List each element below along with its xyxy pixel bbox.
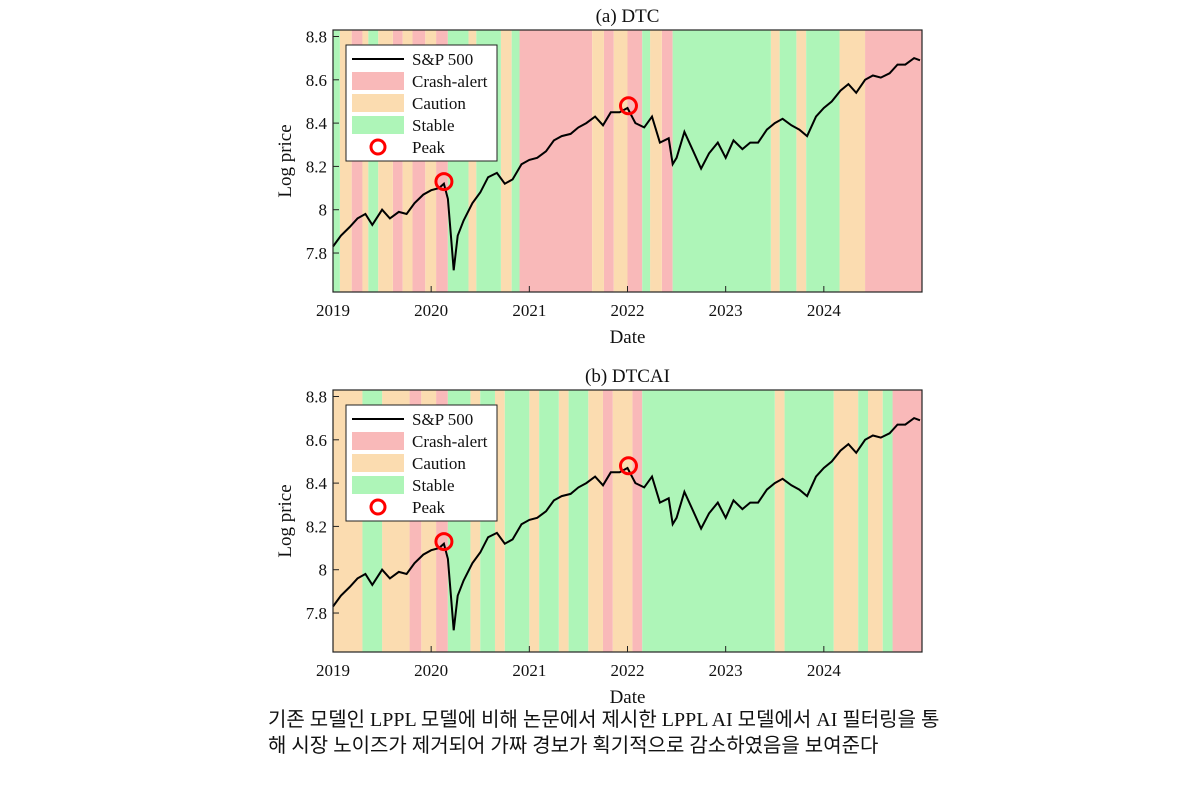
- legend-label: Stable: [412, 476, 455, 495]
- state-band: [839, 30, 866, 292]
- legend-swatch: [352, 116, 404, 134]
- chart-title: (a) DTC: [596, 6, 660, 27]
- x-tick-label: 2022: [611, 661, 645, 680]
- state-band: [779, 30, 797, 292]
- state-band: [650, 30, 662, 292]
- x-tick-label: 2022: [611, 301, 645, 320]
- state-band: [494, 390, 505, 652]
- x-tick-label: 2024: [807, 301, 842, 320]
- state-band: [882, 390, 893, 652]
- state-band: [833, 390, 859, 652]
- legend-marker: [369, 498, 387, 516]
- legend-label: Peak: [412, 498, 446, 517]
- legend-swatch: [352, 94, 404, 112]
- x-tick-label: 2019: [316, 301, 350, 320]
- chart-title: (b) DTCAI: [585, 366, 670, 387]
- x-tick-label: 2020: [414, 661, 448, 680]
- state-band: [892, 390, 922, 652]
- y-tick-label: 8.2: [306, 517, 327, 536]
- y-tick-label: 8: [319, 561, 328, 580]
- state-band: [511, 30, 520, 292]
- y-tick-label: 7.8: [306, 604, 327, 623]
- state-band: [539, 390, 559, 652]
- state-band: [592, 30, 604, 292]
- legend-label: Stable: [412, 116, 455, 135]
- state-band: [519, 30, 593, 292]
- state-band: [603, 30, 614, 292]
- y-tick-label: 8.8: [306, 27, 327, 46]
- x-tick-label: 2021: [512, 661, 546, 680]
- legend-label: Caution: [412, 94, 466, 113]
- state-band: [568, 390, 589, 652]
- x-tick-label: 2024: [807, 661, 842, 680]
- legend-label: Crash-alert: [412, 432, 488, 451]
- y-tick-label: 8.4: [306, 474, 328, 493]
- legend-swatch: [352, 72, 404, 90]
- state-band: [602, 390, 613, 652]
- caption: 기존 모델인 LPPL 모델에 비해 논문에서 제시한 LPPL AI 모델에서…: [268, 709, 940, 757]
- y-axis-label: Log price: [275, 484, 296, 557]
- x-tick-label: 2023: [709, 301, 743, 320]
- peak-marker: [618, 456, 638, 476]
- legend-marker: [369, 138, 387, 156]
- state-band: [333, 30, 340, 292]
- x-axis-label: Date: [610, 327, 646, 348]
- state-band: [612, 390, 633, 652]
- state-band: [661, 30, 673, 292]
- state-band: [500, 30, 512, 292]
- legend-label: Crash-alert: [412, 72, 488, 91]
- y-tick-label: 8.6: [306, 431, 327, 450]
- state-band: [613, 30, 628, 292]
- state-band: [672, 30, 771, 292]
- legend-label: Caution: [412, 454, 466, 473]
- x-tick-label: 2020: [414, 301, 448, 320]
- legend-label: Peak: [412, 138, 446, 157]
- legend-label: S&P 500: [412, 410, 473, 429]
- x-tick-label: 2021: [512, 301, 546, 320]
- figure: (a) DTC 7.8 8 8.2 8.4 8.6 8.8 2019 2020 2021 2022 2…: [275, 6, 923, 705]
- x-axis-label: Date: [610, 687, 646, 705]
- state-band: [784, 390, 834, 652]
- y-tick-label: 8.2: [306, 157, 327, 176]
- peak-marker: [434, 532, 454, 552]
- state-band: [632, 390, 643, 652]
- legend-swatch: [352, 476, 404, 494]
- y-tick-label: 8.8: [306, 387, 327, 406]
- y-axis-label: Log price: [275, 124, 296, 197]
- legend-swatch: [352, 454, 404, 472]
- y-tick-label: 8: [319, 201, 328, 220]
- state-band: [774, 390, 785, 652]
- state-band: [588, 390, 603, 652]
- y-tick-label: 8.4: [306, 114, 328, 133]
- y-tick-label: 7.8: [306, 244, 327, 263]
- price-line: [332, 416, 921, 631]
- state-band: [868, 390, 883, 652]
- state-band: [529, 390, 540, 652]
- y-tick-label: 8.6: [306, 71, 327, 90]
- peak-marker: [434, 172, 454, 192]
- peak-marker: [618, 96, 638, 116]
- state-band: [770, 30, 780, 292]
- state-band: [806, 30, 840, 292]
- state-band: [796, 30, 807, 292]
- x-tick-label: 2023: [709, 661, 743, 680]
- price-line: [332, 56, 921, 271]
- x-tick-label: 2019: [316, 661, 350, 680]
- state-band: [865, 30, 922, 292]
- legend-swatch: [352, 432, 404, 450]
- state-band: [642, 30, 651, 292]
- legend-label: S&P 500: [412, 50, 473, 69]
- state-band: [558, 390, 569, 652]
- state-band: [858, 390, 869, 652]
- state-band: [627, 30, 643, 292]
- state-band: [642, 390, 775, 652]
